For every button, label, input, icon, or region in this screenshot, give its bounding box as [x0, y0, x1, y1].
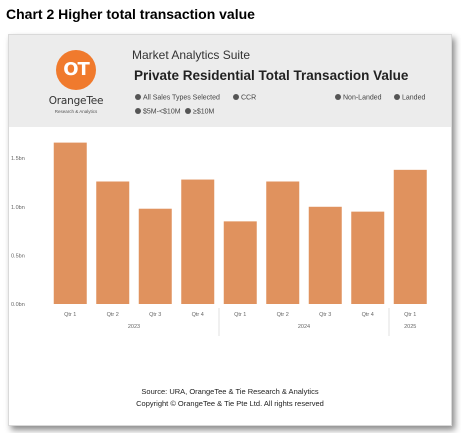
bar[interactable] — [308, 206, 342, 304]
x-tick-label: Qtr 3 — [319, 312, 331, 318]
chart-title: Private Residential Total Transaction Va… — [134, 68, 409, 83]
y-tick-label: 1.5bn — [11, 156, 25, 162]
legend-dot-icon — [335, 94, 341, 100]
x-tick-label: Qtr 1 — [234, 312, 246, 318]
bar[interactable] — [96, 181, 130, 305]
legend-dot-icon — [394, 94, 400, 100]
logo-subtitle: Research & Analytics — [54, 109, 98, 114]
legend-item-10m-plus[interactable]: ≥$10M — [185, 108, 214, 116]
suite-name: Market Analytics Suite — [132, 48, 251, 62]
group-label: 2023 — [128, 324, 140, 330]
y-tick-label: 0.0bn — [11, 302, 25, 308]
bar[interactable] — [53, 142, 87, 304]
orangetee-logo: OT — [56, 50, 96, 90]
x-tick-label: Qtr 4 — [192, 312, 204, 318]
legend-item-landed[interactable]: Landed — [394, 94, 425, 102]
legend-label: All Sales Types Selected — [143, 94, 220, 102]
legend-label: ≥$10M — [193, 108, 215, 116]
group-label: 2024 — [298, 324, 310, 330]
legend-dot-icon — [135, 108, 141, 114]
legend-label: Non-Landed — [343, 94, 382, 102]
x-tick-label: Qtr 2 — [107, 312, 119, 318]
copyright-note: Copyright © OrangeTee & Tie Pte Ltd. All… — [136, 399, 324, 408]
group-label: 2025 — [404, 324, 416, 330]
x-tick-label: Qtr 4 — [362, 312, 374, 318]
legend-item-ccr[interactable]: CCR — [233, 94, 256, 102]
bar[interactable] — [351, 211, 385, 304]
chart-header: OT OrangeTee Research & Analytics Market… — [9, 35, 451, 127]
y-tick-label: 1.0bn — [11, 205, 25, 211]
legend-label: CCR — [241, 94, 257, 102]
legend-item-non-landed[interactable]: Non-Landed — [335, 94, 382, 102]
legend-dot-icon — [135, 94, 141, 100]
legend-label: $5M-<$10M — [143, 108, 181, 116]
legend-item-5m-10m[interactable]: $5M-<$10M — [135, 108, 181, 116]
bar[interactable] — [181, 179, 215, 304]
x-tick-label: Qtr 1 — [404, 312, 416, 318]
logo-mark: OT — [63, 59, 90, 80]
y-tick-label: 0.5bn — [11, 253, 25, 259]
page-heading: Chart 2 Higher total transaction value — [6, 6, 255, 22]
bar[interactable] — [393, 169, 427, 304]
source-note: Source: URA, OrangeTee & Tie Research & … — [141, 387, 319, 396]
legend-dot-icon — [233, 94, 239, 100]
x-tick-label: Qtr 3 — [149, 312, 161, 318]
bar[interactable] — [138, 208, 172, 304]
x-tick-label: Qtr 2 — [277, 312, 289, 318]
legend-dot-icon — [185, 108, 191, 114]
bar[interactable] — [266, 181, 300, 305]
legend-label: Landed — [402, 94, 426, 102]
bar[interactable] — [223, 221, 257, 304]
bar-chart: 0.0bn 0.5bn 1.0bn 1.5bn Qtr 1 Qtr 2 Qtr 3 Qtr 4… — [11, 142, 427, 336]
x-tick-label: Qtr 1 — [64, 312, 76, 318]
logo-name: OrangeTee — [48, 95, 104, 107]
chart-card: OT OrangeTee Research & Analytics Market… — [8, 34, 452, 426]
legend-item-all-sales[interactable]: All Sales Types Selected — [135, 94, 220, 102]
